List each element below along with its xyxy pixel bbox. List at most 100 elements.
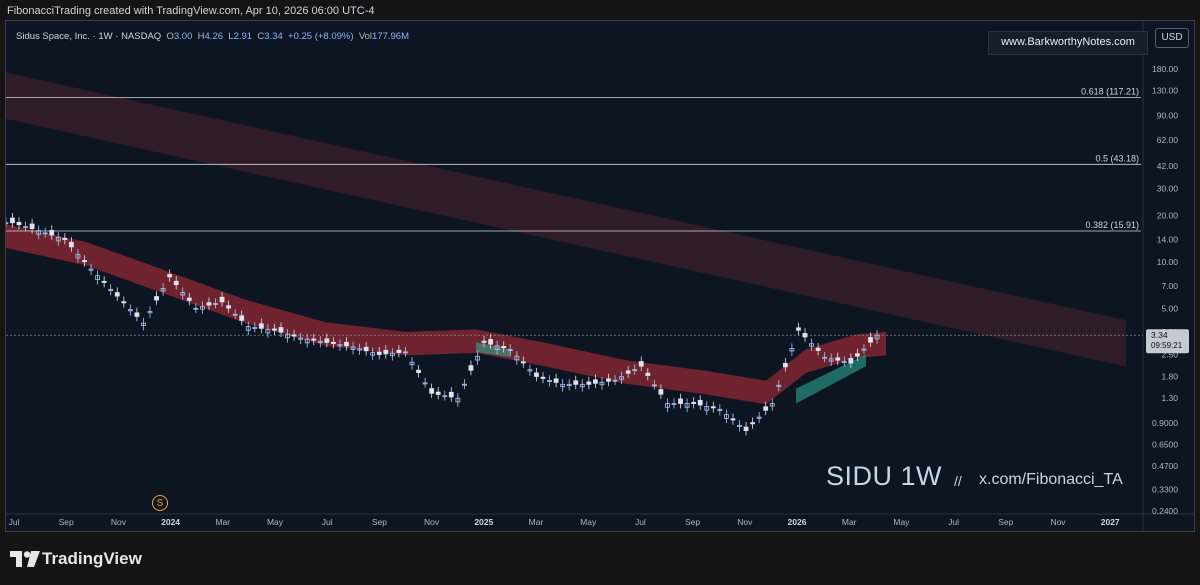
legend-close-value: 3.34 bbox=[264, 31, 283, 42]
legend-low-label: L bbox=[228, 31, 234, 42]
dividend-badge-icon[interactable]: S bbox=[152, 495, 168, 511]
candle-body bbox=[815, 347, 821, 351]
candle-body bbox=[671, 403, 677, 405]
watermark-text: www.BarkworthyNotes.com bbox=[1001, 36, 1135, 48]
tradingview-brand: TradingView bbox=[42, 549, 142, 568]
candle-body bbox=[665, 403, 670, 408]
candle-body bbox=[108, 288, 114, 291]
last-price-value: 3.34 bbox=[1151, 330, 1168, 340]
trend-ribbon-outer bbox=[6, 72, 1126, 367]
watermark-box: www.BarkworthyNotes.com bbox=[988, 31, 1148, 55]
candle-body bbox=[435, 391, 441, 395]
time-tick-label: Sep bbox=[998, 517, 1013, 527]
time-tick-label: Mar bbox=[842, 517, 857, 527]
time-tick-label: Jul bbox=[322, 517, 333, 527]
candle-body bbox=[737, 424, 742, 427]
legend-volume-label: Vol bbox=[358, 31, 373, 42]
candle-body bbox=[330, 341, 336, 344]
candle-body bbox=[763, 406, 769, 411]
candle-body bbox=[82, 260, 87, 263]
time-tick-label: 2024 bbox=[161, 517, 180, 527]
last-price-tag bbox=[1146, 329, 1189, 354]
candle-body bbox=[861, 348, 867, 351]
price-tick-label: 2.50 bbox=[1161, 350, 1178, 360]
candle-body bbox=[743, 426, 749, 432]
candle-body bbox=[828, 358, 834, 362]
time-tick-label: Jul bbox=[948, 517, 959, 527]
candle-body bbox=[55, 236, 61, 242]
fib-level-label: 0.618 (117.21) bbox=[1081, 87, 1139, 97]
price-tick-label: 10.00 bbox=[1157, 257, 1179, 267]
legend-high-label: H bbox=[197, 31, 205, 42]
candle-body bbox=[658, 389, 664, 395]
candle-body bbox=[593, 379, 598, 384]
candle-body bbox=[226, 305, 232, 309]
candle-body bbox=[684, 403, 690, 408]
price-tick-label: 62.00 bbox=[1157, 135, 1179, 145]
candle-body bbox=[455, 397, 461, 403]
time-tick-label: Jul bbox=[9, 517, 20, 527]
candle-body bbox=[651, 384, 657, 387]
candle-body bbox=[540, 376, 546, 379]
candle-body bbox=[29, 223, 35, 230]
candle-body bbox=[527, 369, 533, 372]
candle-body bbox=[239, 315, 245, 321]
candle-body bbox=[769, 403, 775, 407]
price-chart[interactable]: 180.00 130.00 90.00 62.00 42.00 30.00 20.00 14.… bbox=[6, 21, 1194, 531]
time-tick-label: 2027 bbox=[1101, 517, 1120, 527]
chart-panel[interactable]: 180.00 130.00 90.00 62.00 42.00 30.00 20.00 14.… bbox=[5, 20, 1195, 532]
candle-body bbox=[357, 348, 363, 351]
candle-body bbox=[383, 349, 389, 355]
candle-body bbox=[389, 352, 395, 357]
candle-body bbox=[606, 378, 611, 382]
time-tick-label: Nov bbox=[111, 517, 127, 527]
candle-body bbox=[520, 361, 526, 364]
candle-body bbox=[213, 303, 218, 305]
time-tick-label: 2026 bbox=[788, 517, 807, 527]
price-tick-label: 180.00 bbox=[1152, 64, 1178, 74]
price-tick-label: 90.00 bbox=[1157, 110, 1179, 120]
candle-body bbox=[278, 327, 284, 333]
symbol-tag: SIDU 1W bbox=[826, 461, 943, 491]
price-tick-label: 1.30 bbox=[1161, 393, 1178, 403]
legend-title: Sidus Space, Inc. · 1W · NASDAQ bbox=[16, 31, 162, 42]
candle-body bbox=[232, 313, 238, 316]
candle-body bbox=[632, 369, 638, 372]
time-tick-label: Mar bbox=[529, 517, 544, 527]
candle-body bbox=[724, 414, 729, 419]
candle-body bbox=[874, 334, 880, 340]
price-tick-label: 0.3300 bbox=[1152, 485, 1178, 495]
candle-body bbox=[553, 378, 559, 383]
candle-body bbox=[95, 275, 100, 280]
fib-level-label: 0.5 (43.18) bbox=[1095, 153, 1139, 163]
candle-body bbox=[586, 381, 592, 385]
legend-high-value: 4.26 bbox=[204, 31, 224, 42]
candle-body bbox=[704, 406, 710, 411]
time-tick-label: May bbox=[893, 517, 910, 527]
candle-body bbox=[409, 361, 415, 366]
candle-body bbox=[717, 408, 723, 411]
candle-body bbox=[848, 358, 854, 364]
candle-body bbox=[36, 230, 42, 235]
candle-body bbox=[42, 232, 48, 235]
candle-body bbox=[186, 297, 192, 301]
candle-body bbox=[180, 292, 186, 296]
attribution-text: FibonacciTrading created with TradingVie… bbox=[7, 5, 375, 17]
footer-bar: TradingView bbox=[0, 532, 1200, 585]
candle-body bbox=[802, 333, 808, 338]
candle-body bbox=[547, 380, 552, 383]
candle-body bbox=[730, 418, 736, 421]
legend-volume-value: 177.96M bbox=[372, 31, 410, 42]
candle-body bbox=[678, 398, 683, 404]
candle-body bbox=[121, 301, 127, 304]
candle-body bbox=[468, 365, 474, 371]
candle-body bbox=[855, 353, 860, 357]
candle-body bbox=[298, 337, 304, 340]
candle-body bbox=[141, 322, 146, 327]
candle-body bbox=[835, 357, 841, 361]
currency-button[interactable]: USD bbox=[1155, 28, 1189, 48]
candle-body bbox=[514, 355, 520, 361]
candle-body bbox=[245, 326, 251, 331]
candle-body bbox=[154, 296, 159, 301]
candle-body bbox=[625, 370, 631, 374]
